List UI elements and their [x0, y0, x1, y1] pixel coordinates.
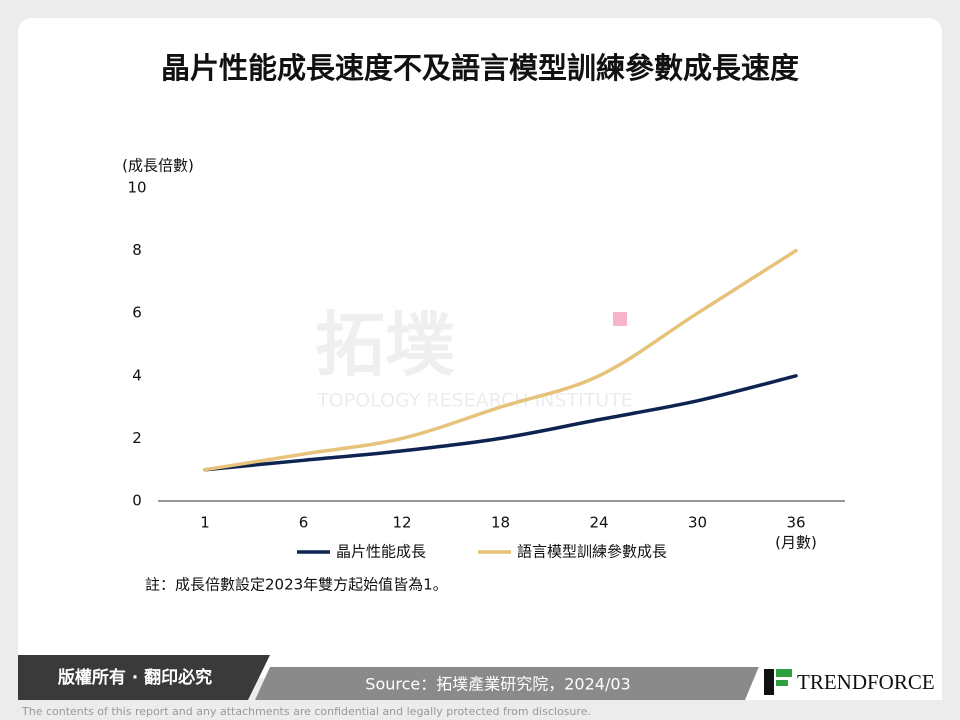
y-axis-label: (成長倍數) [122, 157, 194, 175]
source: Source：拓墣產業研究院，2024/03 [365, 675, 630, 694]
logo-icon [764, 669, 774, 695]
x-tick-label: 36 [786, 514, 805, 532]
x-tick-label: 18 [491, 514, 510, 532]
watermark: TOPOLOGY RESEARCH INSTITUTE [316, 390, 633, 412]
decoration [613, 312, 627, 326]
series-line [203, 374, 798, 472]
x-tick-label: 24 [589, 514, 608, 532]
footer-right [745, 640, 942, 700]
x-tick-label: 1 [200, 514, 210, 532]
footer-left [18, 655, 270, 700]
copyright: 版權所有 · 翻印必究 [58, 667, 212, 688]
y-tick-label: 0 [132, 492, 142, 510]
card [18, 18, 942, 678]
y-tick-label: 8 [132, 241, 142, 259]
x-tick-label: 6 [299, 514, 309, 532]
disclaimer: The contents of this report and any atta… [21, 705, 591, 718]
series-line [203, 248, 798, 472]
footer-mid [255, 667, 770, 700]
legend-label: 晶片性能成長 [336, 543, 426, 561]
logo-icon [776, 680, 788, 686]
note: 註：成長倍數設定2023年雙方起始值皆為1。 [145, 576, 448, 594]
watermark: 拓墣 [315, 304, 455, 386]
x-tick-label: 30 [688, 514, 707, 532]
x-tick-label: 12 [392, 514, 411, 532]
y-tick-label: 10 [127, 179, 146, 197]
y-tick-label: 6 [132, 304, 142, 322]
y-tick-label: 2 [132, 429, 142, 447]
logo-icon [776, 669, 792, 677]
logo: TRENDFORCE [797, 670, 935, 694]
legend-label: 語言模型訓練參數成長 [517, 543, 667, 561]
x-axis-label: (月數) [775, 534, 817, 552]
y-tick-label: 4 [132, 366, 142, 384]
title: 晶片性能成長速度不及語言模型訓練參數成長速度 [161, 51, 799, 85]
